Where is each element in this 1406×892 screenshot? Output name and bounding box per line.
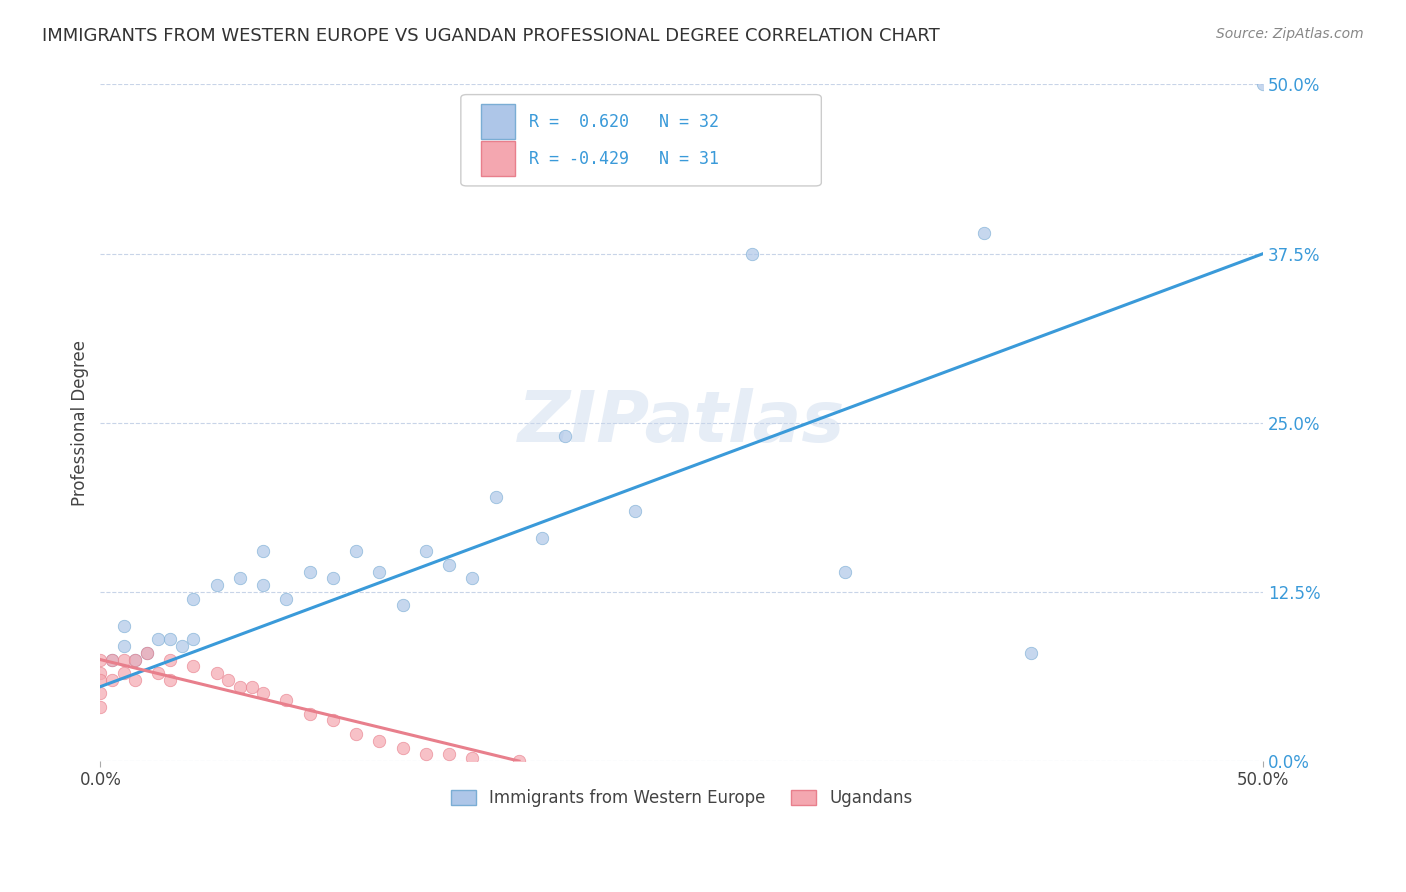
Point — [415, 747, 437, 762]
Point — [229, 571, 252, 585]
Point — [252, 578, 274, 592]
Point — [368, 565, 391, 579]
Y-axis label: Professional Degree: Professional Degree — [72, 340, 89, 506]
Point — [461, 571, 484, 585]
Point — [205, 578, 228, 592]
Point — [183, 632, 205, 647]
Point — [344, 727, 367, 741]
Point — [1019, 646, 1042, 660]
Point — [89, 666, 111, 681]
Point — [252, 544, 274, 558]
Point — [344, 544, 367, 558]
Point — [368, 733, 391, 747]
Point — [135, 646, 157, 660]
Point — [415, 544, 437, 558]
Point — [485, 490, 508, 504]
Point — [322, 714, 344, 728]
Point — [148, 632, 170, 647]
FancyBboxPatch shape — [481, 141, 516, 177]
Point — [101, 652, 124, 666]
Legend: Immigrants from Western Europe, Ugandans: Immigrants from Western Europe, Ugandans — [444, 782, 920, 814]
Point — [135, 646, 157, 660]
Point — [461, 751, 484, 765]
Point — [101, 673, 124, 687]
Point — [437, 558, 460, 572]
Point — [276, 591, 298, 606]
Point — [89, 686, 111, 700]
Point — [624, 504, 647, 518]
Point — [834, 565, 856, 579]
Point — [741, 246, 763, 260]
Point — [1251, 78, 1274, 92]
Point — [183, 659, 205, 673]
Point — [217, 673, 239, 687]
Point — [170, 639, 193, 653]
Point — [159, 673, 181, 687]
Point — [112, 619, 135, 633]
Point — [298, 565, 321, 579]
Text: Source: ZipAtlas.com: Source: ZipAtlas.com — [1216, 27, 1364, 41]
Point — [531, 531, 554, 545]
Text: R =  0.620   N = 32: R = 0.620 N = 32 — [530, 112, 720, 130]
Point — [124, 652, 146, 666]
Point — [508, 754, 530, 768]
Point — [112, 666, 135, 681]
Point — [973, 227, 995, 241]
Point — [298, 706, 321, 721]
Point — [89, 673, 111, 687]
Point — [89, 652, 111, 666]
Point — [89, 700, 111, 714]
Point — [159, 632, 181, 647]
Point — [124, 673, 146, 687]
Text: ZIPatlas: ZIPatlas — [517, 388, 845, 458]
Point — [148, 666, 170, 681]
Point — [391, 599, 413, 613]
Point — [276, 693, 298, 707]
Point — [437, 747, 460, 762]
Point — [391, 740, 413, 755]
FancyBboxPatch shape — [461, 95, 821, 186]
Point — [240, 680, 263, 694]
Point — [322, 571, 344, 585]
Point — [112, 652, 135, 666]
FancyBboxPatch shape — [481, 104, 516, 139]
Point — [112, 639, 135, 653]
Point — [205, 666, 228, 681]
Text: R = -0.429   N = 31: R = -0.429 N = 31 — [530, 150, 720, 168]
Point — [159, 652, 181, 666]
Text: IMMIGRANTS FROM WESTERN EUROPE VS UGANDAN PROFESSIONAL DEGREE CORRELATION CHART: IMMIGRANTS FROM WESTERN EUROPE VS UGANDA… — [42, 27, 941, 45]
Point — [183, 591, 205, 606]
Point — [252, 686, 274, 700]
Point — [229, 680, 252, 694]
Point — [554, 429, 576, 443]
Point — [124, 652, 146, 666]
Point — [101, 652, 124, 666]
